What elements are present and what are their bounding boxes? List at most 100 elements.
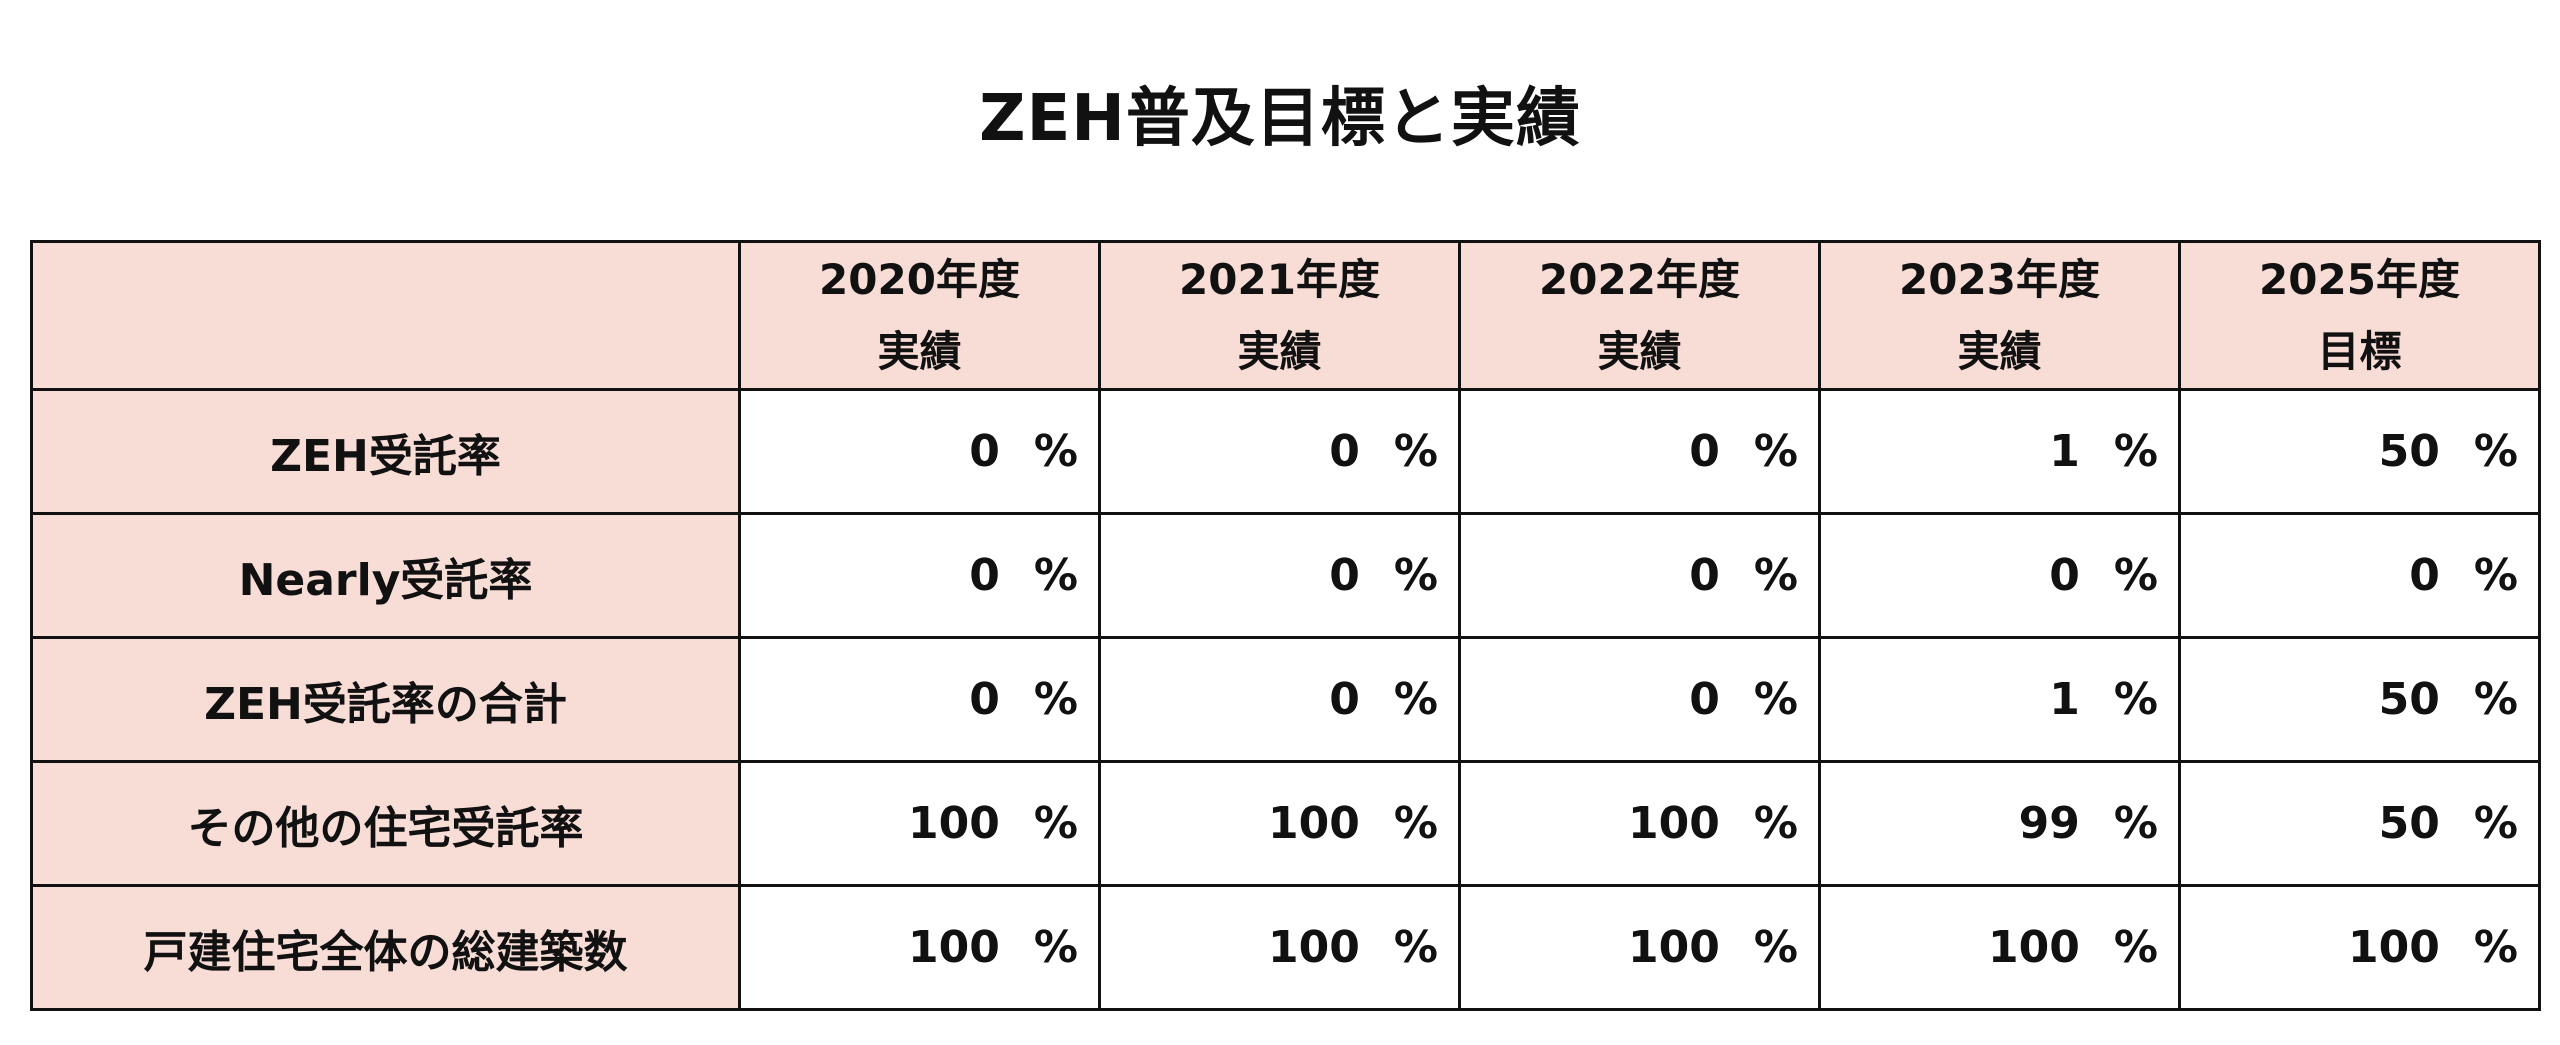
value-unit: % bbox=[2473, 922, 2518, 973]
value-unit: % bbox=[2113, 426, 2158, 477]
value-unit: % bbox=[1033, 550, 1078, 601]
value-number: 0 bbox=[969, 550, 1000, 601]
value-number: 0 bbox=[1329, 550, 1360, 601]
value-cell: 0% bbox=[1098, 388, 1461, 515]
value-unit: % bbox=[2113, 550, 2158, 601]
value-unit: % bbox=[1393, 922, 1438, 973]
table-row: ZEH受託率 0% 0% 0% 1% 50% bbox=[30, 388, 2541, 515]
column-year: 2025年度 bbox=[2259, 254, 2460, 304]
value-number: 50 bbox=[2378, 798, 2440, 849]
value-number: 100 bbox=[1268, 798, 1360, 849]
value-unit: % bbox=[2113, 922, 2158, 973]
value-number: 100 bbox=[1988, 922, 2080, 973]
page-title: ZEH普及目標と実績 bbox=[979, 82, 1581, 156]
column-year: 2021年度 bbox=[1179, 254, 1380, 304]
value-unit: % bbox=[1033, 798, 1078, 849]
column-year: 2022年度 bbox=[1539, 254, 1740, 304]
value-cell: 0% bbox=[1458, 512, 1821, 639]
value-unit: % bbox=[2473, 426, 2518, 477]
value-cell: 0% bbox=[738, 512, 1101, 639]
value-cell: 50% bbox=[2178, 388, 2541, 515]
value-unit: % bbox=[1753, 550, 1798, 601]
row-label: Nearly受託率 bbox=[30, 512, 741, 639]
column-kind: 実績 bbox=[1597, 326, 1682, 376]
value-number: 0 bbox=[1329, 426, 1360, 477]
column-kind: 実績 bbox=[877, 326, 962, 376]
value-unit: % bbox=[1033, 922, 1078, 973]
value-unit: % bbox=[1753, 426, 1798, 477]
row-label: ZEH受託率 bbox=[30, 388, 741, 515]
zeh-table: 2020年度 実績 2021年度 実績 2022年度 実績 2023年度 実績 … bbox=[30, 240, 2541, 1011]
value-number: 50 bbox=[2378, 426, 2440, 477]
value-unit: % bbox=[1393, 550, 1438, 601]
value-cell: 100% bbox=[1098, 760, 1461, 887]
value-number: 0 bbox=[969, 426, 1000, 477]
value-cell: 99% bbox=[1818, 760, 2181, 887]
value-cell: 0% bbox=[1098, 512, 1461, 639]
value-unit: % bbox=[1753, 798, 1798, 849]
column-header: 2025年度 目標 bbox=[2178, 240, 2541, 391]
value-number: 100 bbox=[908, 922, 1000, 973]
value-number: 100 bbox=[1628, 798, 1720, 849]
zeh-table-container: 2020年度 実績 2021年度 実績 2022年度 実績 2023年度 実績 … bbox=[30, 240, 2541, 1011]
value-number: 0 bbox=[969, 674, 1000, 725]
value-unit: % bbox=[1393, 426, 1438, 477]
value-cell: 100% bbox=[738, 760, 1101, 887]
row-label: その他の住宅受託率 bbox=[30, 760, 741, 887]
value-number: 99 bbox=[2018, 798, 2080, 849]
row-label: 戸建住宅全体の総建築数 bbox=[30, 884, 741, 1011]
value-unit: % bbox=[2473, 798, 2518, 849]
table-row: その他の住宅受託率 100% 100% 100% 99% 50% bbox=[30, 760, 2541, 887]
table-header-row: 2020年度 実績 2021年度 実績 2022年度 実績 2023年度 実績 … bbox=[30, 240, 2541, 391]
value-number: 100 bbox=[908, 798, 1000, 849]
value-number: 0 bbox=[2049, 550, 2080, 601]
value-unit: % bbox=[1753, 922, 1798, 973]
table-row: ZEH受託率の合計 0% 0% 0% 1% 50% bbox=[30, 636, 2541, 763]
value-number: 0 bbox=[2409, 550, 2440, 601]
value-unit: % bbox=[2473, 550, 2518, 601]
column-kind: 目標 bbox=[2317, 326, 2402, 376]
column-header: 2020年度 実績 bbox=[738, 240, 1101, 391]
value-cell: 0% bbox=[2178, 512, 2541, 639]
value-number: 100 bbox=[1268, 922, 1360, 973]
column-year: 2023年度 bbox=[1899, 254, 2100, 304]
value-cell: 0% bbox=[1458, 388, 1821, 515]
column-kind: 実績 bbox=[1957, 326, 2042, 376]
value-unit: % bbox=[1033, 426, 1078, 477]
value-unit: % bbox=[2113, 798, 2158, 849]
value-cell: 50% bbox=[2178, 760, 2541, 887]
value-unit: % bbox=[1393, 798, 1438, 849]
value-cell: 0% bbox=[738, 388, 1101, 515]
column-year: 2020年度 bbox=[819, 254, 1020, 304]
value-cell: 0% bbox=[1818, 512, 2181, 639]
value-cell: 1% bbox=[1818, 636, 2181, 763]
value-number: 0 bbox=[1329, 674, 1360, 725]
value-number: 1 bbox=[2049, 674, 2080, 725]
value-cell: 1% bbox=[1818, 388, 2181, 515]
column-header: 2021年度 実績 bbox=[1098, 240, 1461, 391]
corner-cell bbox=[30, 240, 741, 391]
column-kind: 実績 bbox=[1237, 326, 1322, 376]
value-number: 100 bbox=[1628, 922, 1720, 973]
value-number: 1 bbox=[2049, 426, 2080, 477]
value-number: 0 bbox=[1689, 426, 1720, 477]
value-number: 0 bbox=[1689, 674, 1720, 725]
value-number: 100 bbox=[2348, 922, 2440, 973]
value-cell: 100% bbox=[1458, 884, 1821, 1011]
value-cell: 50% bbox=[2178, 636, 2541, 763]
value-cell: 100% bbox=[1458, 760, 1821, 887]
value-cell: 100% bbox=[2178, 884, 2541, 1011]
row-label: ZEH受託率の合計 bbox=[30, 636, 741, 763]
value-unit: % bbox=[1033, 674, 1078, 725]
value-cell: 0% bbox=[1458, 636, 1821, 763]
value-cell: 0% bbox=[738, 636, 1101, 763]
value-cell: 100% bbox=[1818, 884, 2181, 1011]
value-unit: % bbox=[1753, 674, 1798, 725]
value-cell: 100% bbox=[738, 884, 1101, 1011]
value-unit: % bbox=[2113, 674, 2158, 725]
table-row: 戸建住宅全体の総建築数 100% 100% 100% 100% 100% bbox=[30, 884, 2541, 1011]
value-cell: 100% bbox=[1098, 884, 1461, 1011]
value-number: 50 bbox=[2378, 674, 2440, 725]
value-unit: % bbox=[1393, 674, 1438, 725]
column-header: 2023年度 実績 bbox=[1818, 240, 2181, 391]
